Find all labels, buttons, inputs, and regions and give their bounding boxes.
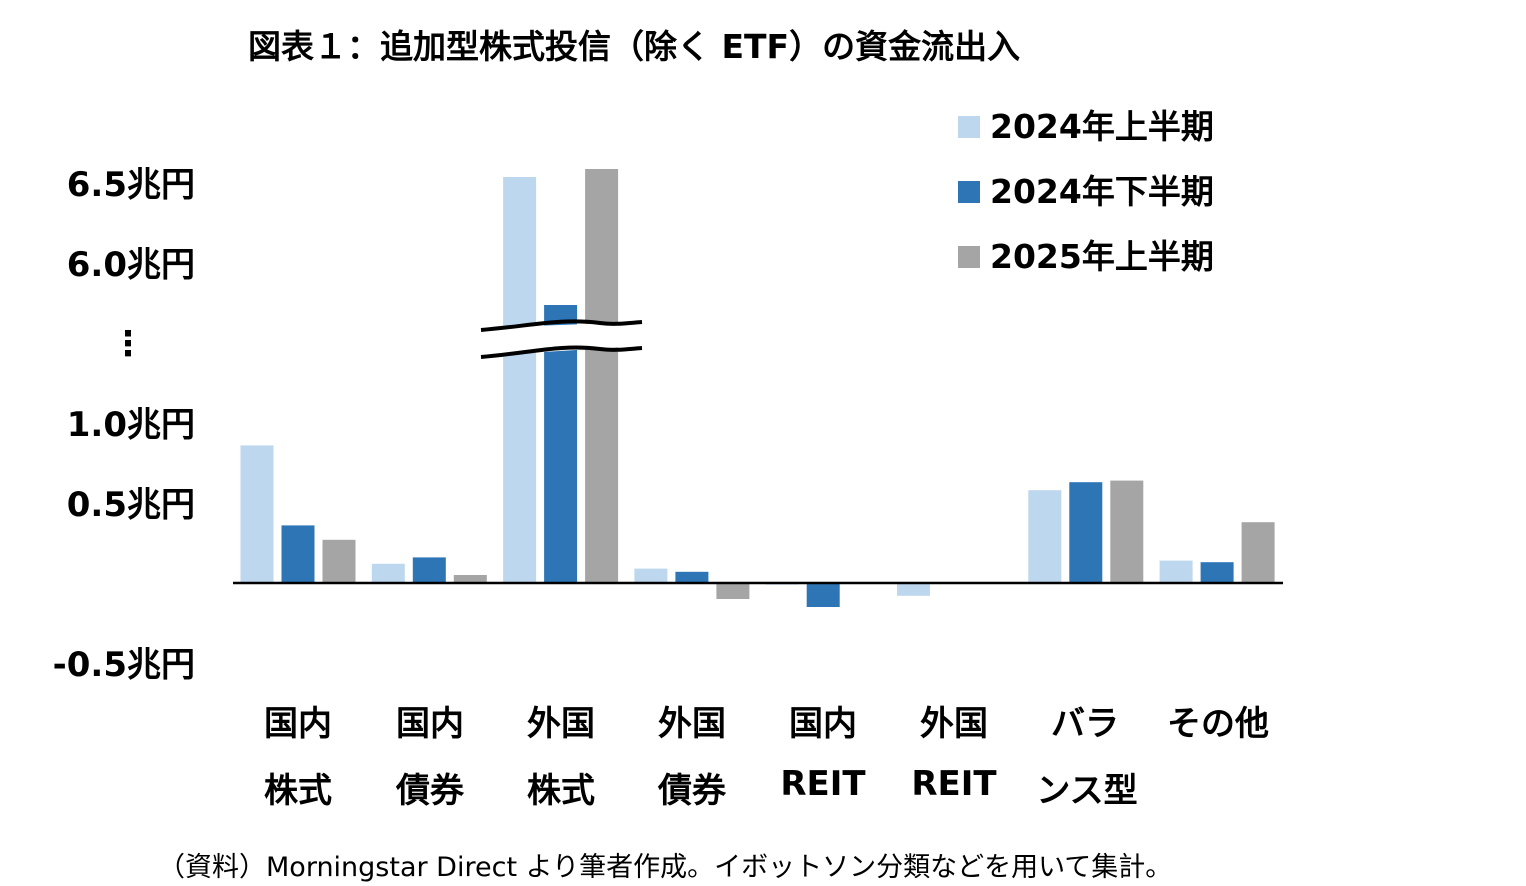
bar [1200,562,1234,583]
category-label: 国内 [396,704,464,744]
legend-label: 2025年上半期 [990,237,1214,276]
bar [1028,490,1062,583]
category-label: 株式 [264,771,332,811]
y-tick-label: 1.0兆円 [67,405,195,445]
chart-title: 図表１：追加型株式投信（除く ETF）の資金流出入 [248,27,1020,66]
legend-swatch [958,246,980,268]
category-label: 外国 [527,704,595,744]
y-axis-break-marker: ⋮ [111,324,145,364]
legend-label: 2024年上半期 [990,107,1214,146]
bar [453,575,487,583]
category-labels: 国内 株式 国内 債券 外国 株式 外国 債券 国内 REIT 外国 REIT … [264,704,1269,811]
source-note: （資料）Morningstar Direct より筆者作成。イボットソン分類など… [158,852,1172,883]
axis-break-marker [478,319,643,359]
bar [1241,522,1275,583]
legend-label: 2024年下半期 [990,172,1214,211]
y-tick-label: 6.0兆円 [67,245,195,285]
bar [1159,560,1193,583]
category-label: REIT [780,764,866,804]
bar [1069,482,1103,583]
bar [634,568,668,583]
category-label: ンス型 [1036,771,1137,811]
bar [1110,480,1144,583]
bar [503,177,537,583]
bar [897,583,930,596]
bar [675,571,709,583]
bar [240,445,274,583]
y-tick-label: -0.5兆円 [53,645,195,685]
legend: 2024年上半期 2024年下半期 2025年上半期 [958,107,1214,276]
bar [806,583,840,607]
bar [371,563,405,583]
bars [240,169,1275,607]
legend-swatch [958,181,980,203]
bar [322,539,356,583]
category-label: 外国 [920,704,988,744]
bar [716,583,750,599]
category-label: REIT [911,764,997,804]
bar [412,557,446,583]
y-tick-label: 0.5兆円 [67,485,195,525]
bar [585,169,619,583]
legend-swatch [958,116,980,138]
category-label: 債券 [657,771,727,811]
y-tick-label: 6.5兆円 [67,165,195,205]
category-label: バラ [1051,704,1119,744]
bar [281,525,315,583]
y-axis-labels: 6.5兆円 6.0兆円 ⋮ 1.0兆円 0.5兆円 -0.5兆円 [53,165,195,685]
category-label: 国内 [789,704,857,744]
category-label: 株式 [527,771,595,811]
category-label: 国内 [264,704,332,744]
category-label: 外国 [658,704,726,744]
category-label: 債券 [395,771,465,811]
category-label: その他 [1167,704,1269,744]
